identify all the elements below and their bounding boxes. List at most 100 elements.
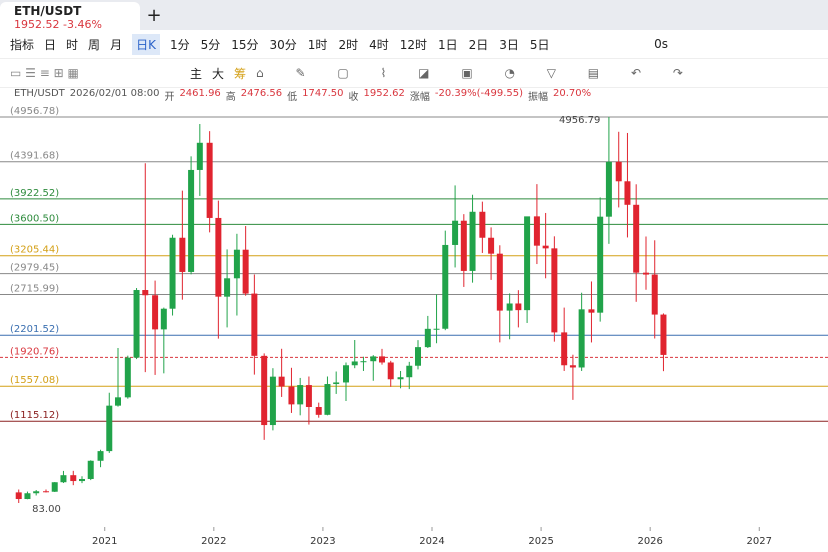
interval[interactable]: 2日: [468, 37, 489, 52]
level-label: (2715.99): [10, 283, 59, 294]
candle-body: [251, 293, 258, 356]
candle-body: [324, 384, 331, 415]
candle-body: [224, 278, 231, 297]
setting[interactable]: 0s: [654, 37, 668, 51]
level-label: (4391.68): [10, 151, 59, 162]
interval[interactable]: 5分: [200, 37, 221, 52]
tool-icons: ▭ ☰ ≡ ⊞ ▦: [10, 66, 79, 80]
new-tab[interactable]: +: [146, 5, 162, 26]
candle-body: [633, 204, 640, 273]
candle-body: [343, 365, 349, 383]
candle-body: [315, 406, 322, 415]
interval[interactable]: 5日: [529, 37, 550, 52]
candle-body: [370, 356, 377, 362]
field-label: 振幅: [528, 92, 549, 103]
tool[interactable]: 筹: [234, 66, 247, 81]
level-label: (1557.08): [10, 375, 59, 386]
candle-body: [288, 386, 295, 405]
candle-body: [387, 362, 394, 380]
level-label: (3205.44): [10, 245, 59, 256]
candle-body: [142, 290, 149, 296]
candle-body: [561, 332, 568, 366]
candle-body: [133, 290, 140, 358]
level-label: (1920.76): [10, 346, 59, 357]
x-tick-label: 2022: [201, 536, 226, 547]
candle-body: [33, 491, 40, 494]
interval[interactable]: 2时: [338, 37, 359, 52]
candle-body: [160, 308, 167, 330]
level-label: (1115.12): [10, 410, 59, 421]
interval[interactable]: 12时: [399, 37, 427, 52]
interval[interactable]: 1时: [307, 37, 328, 52]
candle-body: [87, 460, 94, 479]
ohlc-header: ETH/USDT 2026/02/01 08:00 开 2461.96 高 2476.…: [0, 88, 828, 104]
low-annotation: 83.00: [32, 504, 61, 515]
field-label: 开: [164, 92, 175, 103]
field-label: 低: [287, 92, 298, 103]
interval[interactable]: 3日: [499, 37, 519, 52]
active-period[interactable]: 日K: [132, 33, 160, 55]
candle-body: [15, 492, 22, 500]
interval[interactable]: 1分: [169, 37, 190, 52]
candle-body: [179, 237, 186, 272]
candle-body: [651, 274, 658, 315]
tool[interactable]: 主: [190, 66, 203, 81]
indicators[interactable]: 指标: [10, 37, 35, 52]
period[interactable]: 月: [110, 37, 123, 52]
period[interactable]: 日: [44, 37, 57, 52]
tab-title: ETH/USDT: [14, 4, 82, 18]
field-label: 高: [225, 92, 236, 103]
high-annotation: 4956.79: [559, 115, 600, 126]
candle-body: [397, 377, 404, 380]
x-tick-label: 2025: [528, 536, 553, 547]
field-value: 1747.50: [302, 88, 344, 99]
candle-body: [60, 475, 67, 483]
x-tick-label: 2026: [637, 536, 662, 547]
candle-body: [97, 451, 104, 461]
tab[interactable]: ETH/USDT 1952.52 -3.46%: [0, 2, 140, 31]
field-value: 20.70%: [553, 88, 592, 99]
tool-icons: ⌂ ✎ ▢ ⌇ ◪ ▣ ◔ ▽ ▤ ↶ ↷: [256, 66, 697, 80]
candle-body: [51, 482, 58, 492]
tab-quote: 1952.52 -3.46%: [14, 18, 102, 31]
candle-body: [615, 161, 622, 182]
candle-body: [261, 355, 268, 426]
candle-body: [124, 357, 131, 398]
candle-body: [496, 253, 503, 311]
period[interactable]: 时: [66, 37, 79, 52]
tool[interactable]: 大: [212, 66, 225, 81]
level-label: (2201.52): [10, 324, 59, 335]
level-label: (3922.52): [10, 188, 59, 199]
candle-body: [242, 249, 249, 294]
candle-body: [297, 385, 304, 405]
period[interactable]: 周: [88, 37, 101, 52]
interval[interactable]: 15分: [231, 37, 259, 52]
candle-body: [233, 249, 240, 279]
level-label: (3600.50): [10, 213, 59, 224]
interval[interactable]: 4时: [369, 37, 389, 52]
candle-body: [215, 217, 222, 297]
interval[interactable]: 1日: [438, 37, 458, 52]
candle-body: [415, 347, 421, 366]
candle-body: [379, 356, 385, 363]
candle-body: [551, 248, 558, 333]
x-tick-label: 2024: [419, 536, 444, 547]
candle-body: [469, 211, 476, 271]
field-value: 1952.62: [363, 88, 405, 99]
candle-body: [152, 295, 159, 330]
candle-body: [278, 376, 285, 387]
candle-body: [643, 272, 649, 275]
toolbar: 指标 日 时 周 月 日K 1分 5分 15分 30分 1时 2时 4时 12时 1日 2日 3日 5…: [0, 30, 828, 59]
candle-body: [624, 181, 631, 205]
candle-body: [578, 309, 585, 368]
candle-body: [115, 397, 121, 406]
interval[interactable]: 30分: [269, 37, 297, 52]
candle-body: [488, 237, 495, 254]
candle-body: [351, 361, 358, 366]
field-label: 收: [348, 92, 359, 103]
candle-body: [442, 244, 449, 329]
candle-body: [43, 491, 49, 493]
candle-body: [515, 303, 522, 311]
chart: (4956.78) (4391.68) (3922.52) (3600.50) (320…: [0, 106, 828, 547]
